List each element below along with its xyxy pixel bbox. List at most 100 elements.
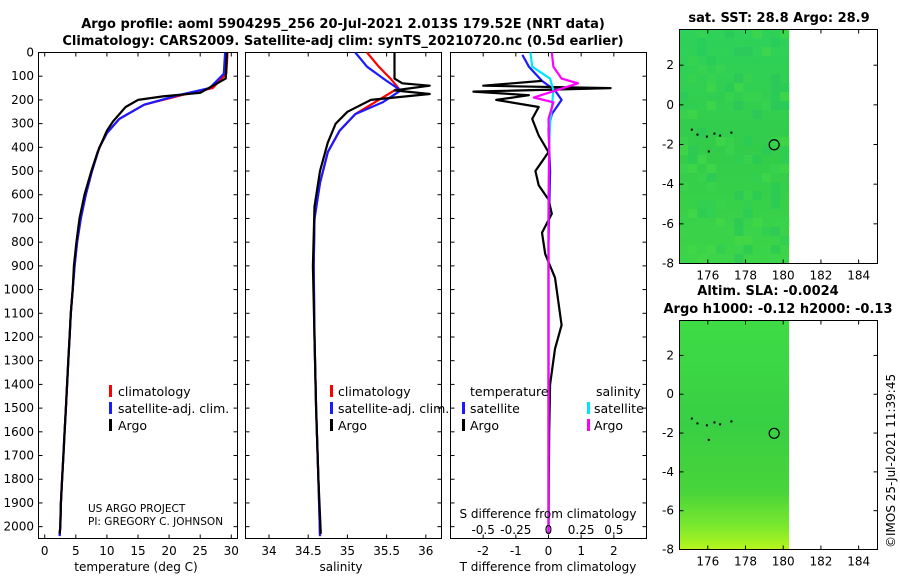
sst-cell — [743, 38, 753, 47]
sst-cell — [780, 137, 790, 146]
sst-cell — [697, 128, 707, 137]
sst-cell — [780, 218, 790, 227]
figure-title-line2: Climatology: CARS2009. Satellite-adj cli… — [62, 34, 623, 49]
sla-map-field — [679, 320, 789, 549]
sst-cell — [688, 56, 698, 65]
sst-cell — [743, 74, 753, 83]
legend-label-satellite-t: satellite — [470, 401, 520, 416]
map-x-tick-label: 176 — [696, 555, 719, 569]
map-x-tick-label: 184 — [847, 269, 870, 283]
sst-cell — [752, 227, 762, 236]
legend-swatch-satellite-s — [587, 402, 590, 414]
sst-cell — [743, 155, 753, 164]
legend-heading-salinity: salinity — [596, 384, 641, 399]
sst-cell — [771, 101, 781, 110]
map-x-tick-label: 176 — [696, 269, 719, 283]
sst-cell — [715, 65, 725, 74]
sst-cell — [771, 191, 781, 200]
sst-cell — [715, 200, 725, 209]
depth-tick-label: 1100 — [3, 306, 34, 320]
sst-cell — [679, 92, 689, 101]
legend-swatch-climatology — [330, 385, 333, 397]
sst-cell — [688, 101, 698, 110]
depth-tick-label: 1900 — [3, 496, 34, 510]
profile-location-marker — [768, 139, 780, 151]
map-x-tick-label: 178 — [734, 555, 757, 569]
island-speck — [705, 424, 708, 427]
sst-cell — [743, 245, 753, 254]
sst-cell — [743, 200, 753, 209]
map-x-tick-label: 184 — [847, 555, 870, 569]
sst-cell — [706, 56, 716, 65]
s-difference-tick-label: 0.25 — [568, 523, 595, 537]
sst-cell — [780, 101, 790, 110]
profile-location-marker — [768, 427, 780, 439]
sst-cell — [706, 245, 716, 254]
difference-salinity-legend: salinity satellite Argo — [587, 384, 644, 433]
legend-label-satellite-s: satellite — [594, 401, 644, 416]
sst-cell — [715, 218, 725, 227]
sst-map: 176 178 180 182 184 2 0 -2 -4 -6 -8 — [662, 29, 878, 283]
s-difference-tick-label: -0.25 — [500, 523, 531, 537]
t-difference-xlabel: T difference from climatology — [459, 560, 637, 574]
map-y-tick-label: -6 — [662, 504, 674, 518]
map-y-tick-label: -2 — [662, 426, 674, 440]
series-line-argo — [58, 52, 228, 534]
sst-cell — [688, 245, 698, 254]
depth-tick-label: 1000 — [3, 283, 34, 297]
sst-cell — [771, 200, 781, 209]
series-line-satellite-t — [521, 54, 563, 534]
series-line-satellite-adj-clim- — [58, 52, 227, 537]
sst-cell — [743, 191, 753, 200]
sst-cell — [688, 110, 698, 119]
map-y-tick-label: 2 — [666, 58, 674, 72]
sst-cell — [679, 38, 689, 47]
map-x-tick-label: 178 — [734, 269, 757, 283]
sst-cell — [734, 227, 744, 236]
depth-tick-label: 800 — [11, 235, 34, 249]
series-line-argo-t — [472, 79, 612, 534]
map-y-tick-label: -4 — [662, 465, 674, 479]
sst-cell — [725, 38, 735, 47]
series-line-satellite-adj-clim- — [312, 51, 402, 537]
island-speck — [713, 421, 716, 424]
sst-cell — [679, 227, 689, 236]
figure-title-line1: Argo profile: aoml 5904295_256 20-Jul-20… — [81, 17, 605, 32]
sst-cell — [679, 182, 689, 191]
map-y-tick-label: 0 — [666, 387, 674, 401]
sst-cell — [771, 218, 781, 227]
series-line-climatology — [58, 52, 229, 537]
depth-tick-label: 100 — [11, 69, 34, 83]
sst-cell — [780, 236, 790, 245]
sst-cell — [752, 56, 762, 65]
island-speck — [719, 423, 722, 426]
sst-cell — [697, 218, 707, 227]
axis-ticks: 0 5 10 15 20 25 30 34 34.5 35 35.5 36 -2 -1 0 1 2 — [38, 52, 647, 558]
sst-cell — [734, 218, 744, 227]
timestamp: ©IMOS 25-Jul-2021 11:39:45 — [884, 374, 898, 548]
sst-cell — [780, 29, 790, 38]
island-speck — [690, 128, 693, 131]
sst-cell — [688, 209, 698, 218]
island-speck — [730, 420, 733, 423]
legend-swatch-satellite — [109, 402, 112, 414]
series-line-argo-s — [532, 52, 579, 534]
sst-cell — [771, 83, 781, 92]
island-speck — [707, 150, 710, 153]
depth-tick-label: 700 — [11, 211, 34, 225]
legend-label-climatology: climatology — [118, 384, 191, 399]
sst-cell — [725, 227, 735, 236]
depth-tick-label: 900 — [11, 259, 34, 273]
sst-cell — [743, 92, 753, 101]
x-tick-label: 34 — [261, 544, 276, 558]
salinity-xlabel: salinity — [319, 560, 362, 574]
sst-cell — [771, 227, 781, 236]
sst-cell — [771, 245, 781, 254]
sst-cell — [743, 227, 753, 236]
sst-cell — [679, 110, 689, 119]
sst-cell — [743, 236, 753, 245]
island-speck — [730, 131, 733, 134]
depth-tick-label: 0 — [26, 46, 34, 60]
salinity-profiles — [311, 51, 431, 537]
